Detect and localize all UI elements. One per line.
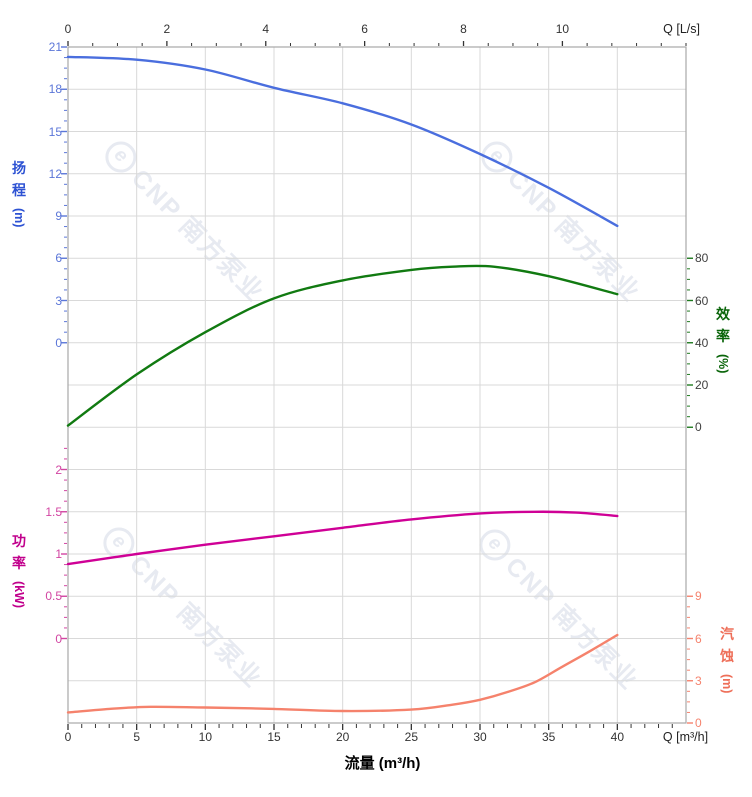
head-axis-ticks xyxy=(61,46,67,344)
flow-axis-title: 流量 (m³/h) xyxy=(344,755,421,772)
npsh-axis-unit: (m) xyxy=(720,674,734,694)
npsh-curve xyxy=(66,633,619,714)
head-axis-unit: (m) xyxy=(12,208,26,228)
efficiency-axis-title-text: 效率 xyxy=(716,306,730,344)
power-axis-title: 功率 (kW) xyxy=(7,531,31,608)
npsh-axis-title-text: 汽蚀 xyxy=(720,626,734,664)
bottom-axis-ticks xyxy=(67,724,673,730)
plot-border xyxy=(67,46,687,724)
head-curve xyxy=(66,55,619,228)
efficiency-axis-ticks xyxy=(687,257,693,428)
power-axis-title-text: 功率 xyxy=(12,533,26,571)
gridlines xyxy=(67,46,687,724)
curves xyxy=(66,55,619,714)
power-curve xyxy=(66,510,619,566)
power-axis-unit: (kW) xyxy=(12,581,26,609)
head-axis-title: 扬程 (m) xyxy=(7,158,31,228)
efficiency-axis-unit: (%) xyxy=(716,354,730,374)
head-axis-title-text: 扬程 xyxy=(12,160,26,198)
npsh-axis-title: 汽蚀 (m) xyxy=(715,624,739,694)
efficiency-curve xyxy=(66,264,619,427)
top-axis-ticks xyxy=(67,41,687,46)
top-axis-unit-label: Q [L/s] xyxy=(663,22,700,36)
npsh-axis-ticks xyxy=(687,595,693,724)
efficiency-axis-title: 效率 (%) xyxy=(711,304,735,374)
bottom-axis-unit-label: Q [m³/h] xyxy=(662,730,709,744)
power-axis-ticks xyxy=(61,447,67,640)
